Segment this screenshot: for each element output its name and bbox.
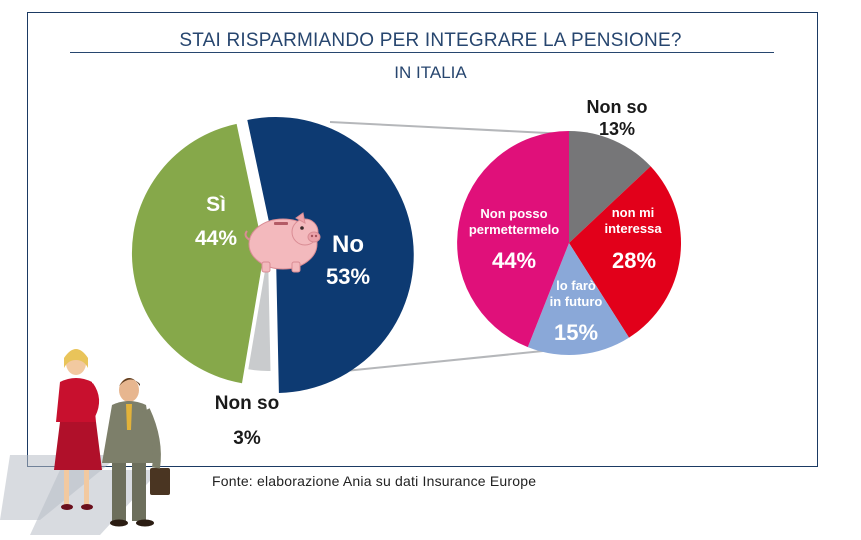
woman-figure — [54, 349, 102, 510]
label-non-so-value: 3% — [233, 428, 261, 449]
label-sub-non-so-value: 13% — [599, 119, 635, 139]
breakdown-connectors — [329, 121, 568, 373]
main-pie-labels: Sì 44% No 53% Non so 3% — [195, 193, 370, 449]
label-non-mi-line2: interessa — [604, 221, 662, 236]
label-non-posso-value: 44% — [492, 248, 536, 273]
breakdown-pie — [457, 131, 682, 355]
label-non-posso-line1: Non posso — [480, 206, 547, 221]
label-non-so-name: Non so — [215, 393, 279, 414]
connector-line-top — [329, 121, 568, 135]
pie-slice-si — [131, 123, 264, 384]
pie-slice-non-posso-permettermelo — [457, 131, 569, 348]
breakdown-pie-labels: Non so 13% Non posso permettermelo 44% n… — [469, 97, 662, 345]
pie-slice-non-so — [248, 253, 271, 372]
label-non-mi-value: 28% — [612, 248, 656, 273]
pie-slice-lo-faro-in-futuro — [527, 243, 629, 355]
main-pie — [131, 117, 414, 393]
label-lo-faro-line2: in futuro — [550, 294, 603, 309]
connector-line-bottom — [334, 349, 554, 373]
label-non-mi-line1: non mi — [612, 205, 655, 220]
label-lo-faro-value: 15% — [554, 320, 598, 345]
label-no-name: No — [332, 231, 364, 258]
pie-slice-no — [247, 117, 414, 393]
label-non-posso-line2: permettermelo — [469, 222, 559, 237]
pie-slice-non-mi-interessa — [569, 166, 682, 338]
pie-slice-sub-non-so — [569, 131, 651, 243]
label-no-value: 53% — [326, 264, 370, 289]
chart-title: STAI RISPARMIANDO PER INTEGRARE LA PENSI… — [179, 30, 682, 51]
source-note: Fonte: elaborazione Ania su dati Insuran… — [212, 473, 537, 489]
label-si-value: 44% — [195, 227, 237, 250]
title-divider — [70, 52, 774, 53]
chart-subtitle: IN ITALIA — [394, 63, 467, 82]
business-people-illustration — [0, 349, 170, 535]
label-sub-non-so-name: Non so — [587, 97, 648, 117]
piggy-bank-icon — [244, 212, 321, 273]
label-lo-faro-line1: lo farò — [556, 278, 596, 293]
label-si-name: Sì — [206, 193, 226, 216]
man-figure — [102, 378, 170, 527]
